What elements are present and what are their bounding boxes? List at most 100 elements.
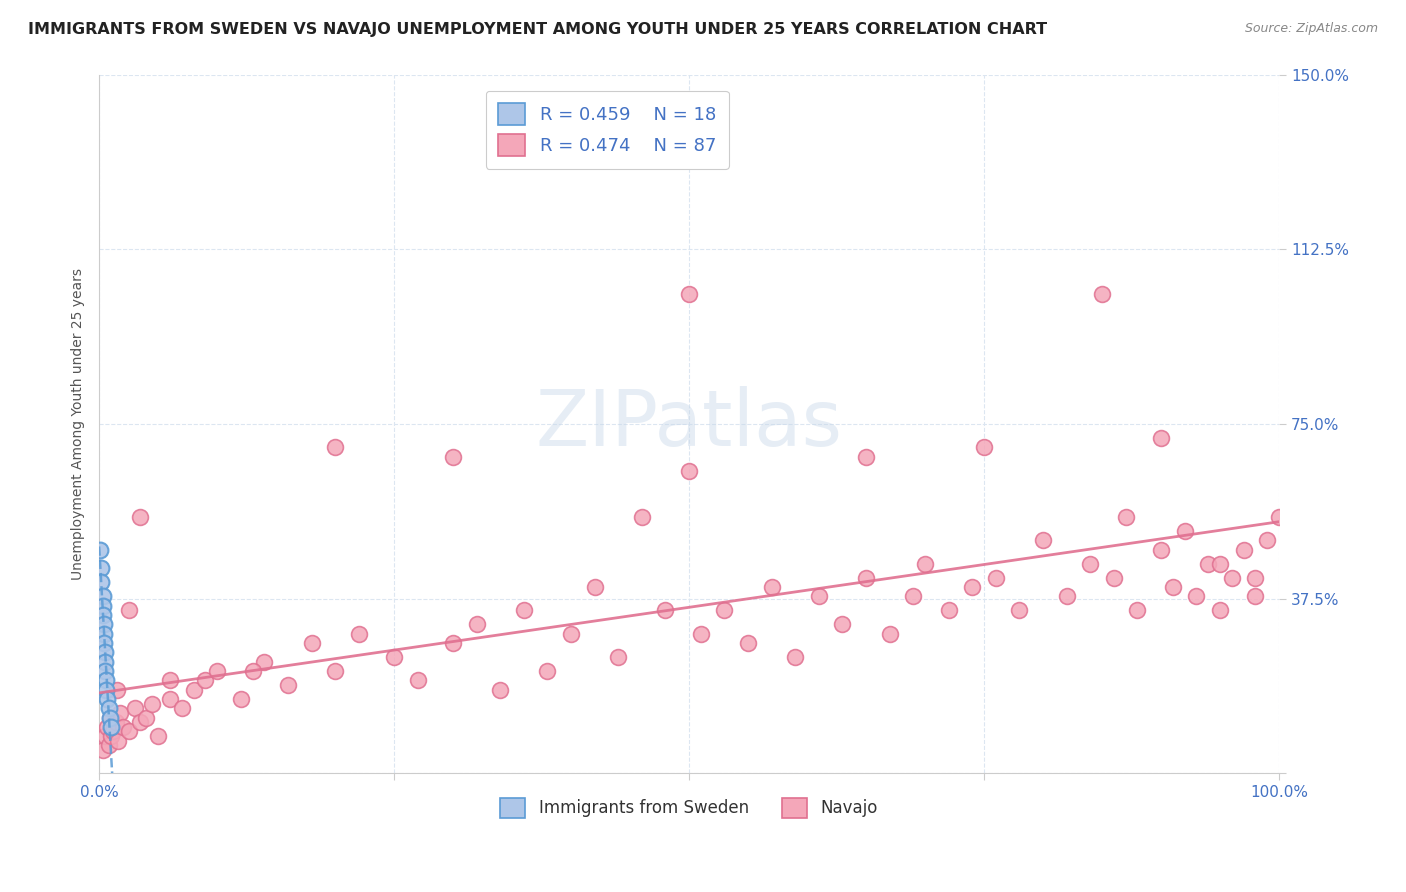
Point [111,720,134,734]
Point [170,701,193,715]
Point [159,673,181,688]
Point [1091,286,1114,301]
Point [1220,571,1243,585]
Point [914,557,936,571]
Point [253,655,276,669]
Point [194,673,217,688]
Point [1102,571,1125,585]
Point [960,580,983,594]
Y-axis label: Unemployment Among Youth under 25 years: Unemployment Among Youth under 25 years [72,268,86,580]
Point [90,561,112,575]
Point [1126,603,1149,617]
Legend: Immigrants from Sweden, Navajo: Immigrants from Sweden, Navajo [494,791,884,824]
Point [96,720,118,734]
Point [105,682,128,697]
Point [91,590,114,604]
Point [96,682,118,697]
Point [689,626,711,640]
Point [183,682,205,697]
Point [93,617,115,632]
Point [277,678,299,692]
Point [1161,580,1184,594]
Point [96,691,118,706]
Point [654,603,676,617]
Point [100,729,122,743]
Point [129,715,152,730]
Point [103,724,125,739]
Point [129,510,152,524]
Point [1032,533,1054,548]
Point [465,617,488,632]
Text: Source: ZipAtlas.com: Source: ZipAtlas.com [1244,22,1378,36]
Point [110,706,132,720]
Point [117,603,139,617]
Point [1256,533,1278,548]
Point [831,617,853,632]
Point [1244,571,1267,585]
Point [678,286,700,301]
Point [1209,603,1232,617]
Point [583,580,606,594]
Point [536,664,558,678]
Point [89,542,111,557]
Point [1185,590,1208,604]
Point [441,450,464,464]
Point [737,636,759,650]
Point [441,636,464,650]
Point [97,739,120,753]
Point [1233,542,1256,557]
Point [903,590,925,604]
Point [678,464,700,478]
Point [1268,510,1291,524]
Point [785,649,807,664]
Point [94,729,117,743]
Point [855,571,877,585]
Point [135,710,157,724]
Point [406,673,429,688]
Point [146,729,169,743]
Point [93,626,115,640]
Point [807,590,830,604]
Point [97,701,120,715]
Point [90,575,112,590]
Point [1174,524,1197,538]
Point [560,626,582,640]
Point [100,720,122,734]
Point [855,450,877,464]
Point [607,649,630,664]
Point [301,636,323,650]
Point [91,743,114,757]
Point [1078,557,1101,571]
Point [1150,542,1173,557]
Point [973,440,995,454]
Point [242,664,264,678]
Point [631,510,654,524]
Point [104,715,127,730]
Point [513,603,536,617]
Point [91,607,114,622]
Point [1115,510,1137,524]
Point [1197,557,1219,571]
Point [984,571,1007,585]
Point [94,664,117,678]
Point [879,626,901,640]
Text: ZIPatlas: ZIPatlas [536,386,842,462]
Point [117,724,139,739]
Point [96,673,118,688]
Point [347,626,370,640]
Point [761,580,783,594]
Point [489,682,512,697]
Point [1056,590,1078,604]
Point [98,710,121,724]
Point [1209,557,1232,571]
Point [94,645,117,659]
Text: IMMIGRANTS FROM SWEDEN VS NAVAJO UNEMPLOYMENT AMONG YOUTH UNDER 25 YEARS CORRELA: IMMIGRANTS FROM SWEDEN VS NAVAJO UNEMPLO… [28,22,1047,37]
Point [141,697,163,711]
Point [382,649,405,664]
Point [94,655,117,669]
Point [205,664,228,678]
Point [1008,603,1031,617]
Point [159,691,181,706]
Point [91,599,114,613]
Point [107,734,129,748]
